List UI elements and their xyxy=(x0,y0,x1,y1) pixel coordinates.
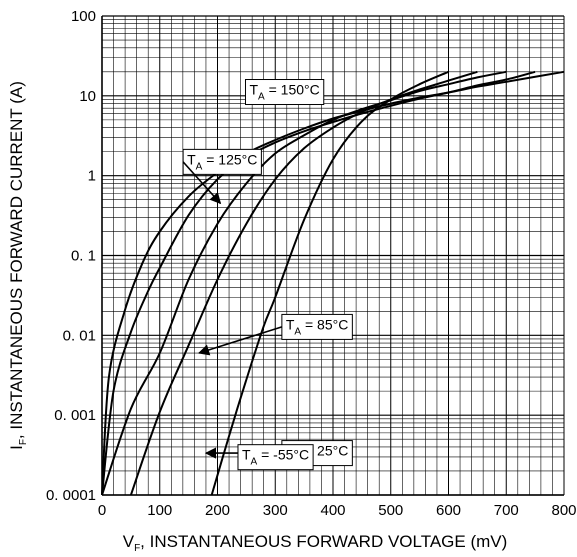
y-tick-label: 0. 01 xyxy=(63,327,96,344)
series-label-arrow xyxy=(197,326,283,356)
y-tick-label: 100 xyxy=(71,8,96,25)
y-tick-label: 0. 1 xyxy=(71,248,96,265)
series-label-2: TA = 85°C xyxy=(197,313,353,356)
x-tick-label: 700 xyxy=(494,502,519,519)
axis-layer: 0 100 200 300 400 500 600 700 800 100 10 1 0. 1 0. 01… xyxy=(7,8,577,554)
y-tick-label: 10 xyxy=(79,88,96,105)
y-tick-label: 0. 001 xyxy=(54,407,96,424)
series-label-1: TA = 125°C xyxy=(182,148,262,205)
x-tick-label: 0 xyxy=(98,502,106,519)
series-line-1 xyxy=(101,70,536,496)
y-tick-label: 1 xyxy=(88,168,96,185)
grid-layer xyxy=(101,15,565,496)
series-label-text: TA = 150°C xyxy=(249,82,319,103)
label-layer: TA = 150°CTA = 125°CTA = 85°CTA = 25°CTA… xyxy=(182,79,353,471)
series-label-text: TA = 125°C xyxy=(187,151,257,172)
series-label-box xyxy=(281,313,353,340)
x-tick-label: 300 xyxy=(263,502,288,519)
x-tick-label: 200 xyxy=(205,502,230,519)
x-tick-label: 600 xyxy=(436,502,461,519)
x-tick-label: 800 xyxy=(551,502,576,519)
series-label-0: TA = 150°C xyxy=(244,79,325,106)
series-label-4: TA = -55°C xyxy=(237,444,314,471)
x-tick-label: 100 xyxy=(147,502,172,519)
series-line-3 xyxy=(129,70,478,496)
x-axis-label: VF, INSTANTANEOUS FORWARD VOLTAGE (mV) xyxy=(123,532,508,552)
series-line-4 xyxy=(210,70,449,496)
series-label-arrow xyxy=(182,161,222,205)
x-tick-label: 500 xyxy=(378,502,403,519)
series-label-text: TA = 85°C xyxy=(286,316,348,337)
series-layer xyxy=(101,70,565,496)
series-label-box xyxy=(237,444,314,471)
series-label-text: TA = -55°C xyxy=(242,447,309,468)
series-line-2 xyxy=(101,70,507,496)
y-tick-label: 0. 0001 xyxy=(46,487,96,504)
x-tick-label: 400 xyxy=(320,502,345,519)
y-axis-label: IF, INSTANTANEOUS FORWARD CURRENT (A) xyxy=(7,81,29,450)
series-label-box xyxy=(244,79,325,106)
